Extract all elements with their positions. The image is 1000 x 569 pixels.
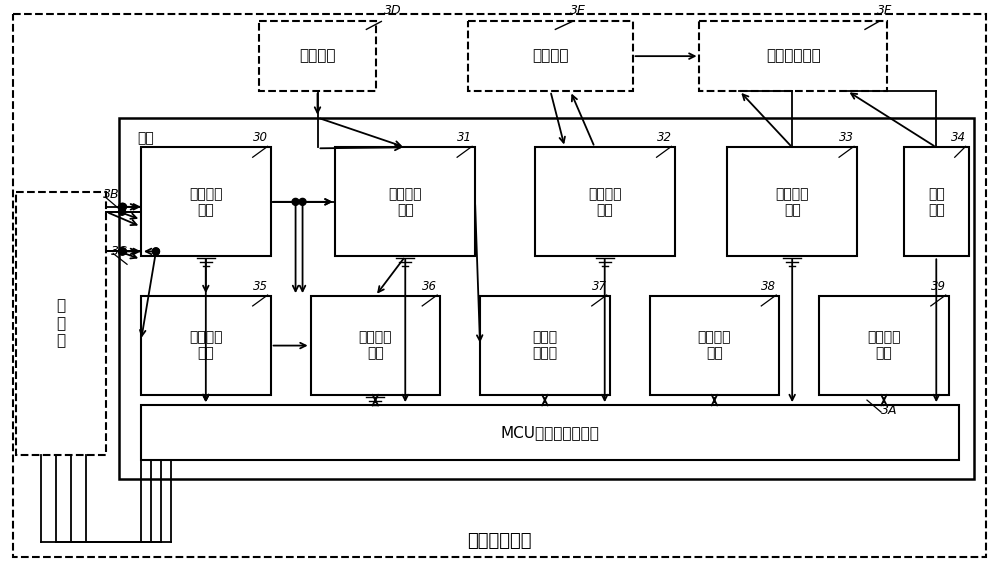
Circle shape xyxy=(119,248,126,255)
Bar xyxy=(699,22,887,91)
Bar xyxy=(119,118,974,480)
Text: 储能装置: 储能装置 xyxy=(532,48,569,64)
Bar xyxy=(904,147,969,257)
Text: 电流调制
模块: 电流调制 模块 xyxy=(359,331,392,361)
Text: 3A: 3A xyxy=(881,403,897,417)
Text: 3B: 3B xyxy=(103,188,120,201)
Text: 3E: 3E xyxy=(570,5,586,18)
Bar xyxy=(141,147,271,257)
Text: 可编程
存储器: 可编程 存储器 xyxy=(532,331,557,361)
Text: 36: 36 xyxy=(422,280,437,293)
Circle shape xyxy=(119,203,126,211)
Text: 复位
模块: 复位 模块 xyxy=(928,187,945,217)
Text: MCU（微控制单元）: MCU（微控制单元） xyxy=(500,425,599,440)
Text: 数码电子雷管: 数码电子雷管 xyxy=(467,532,532,550)
Text: 39: 39 xyxy=(931,280,946,293)
Circle shape xyxy=(292,199,299,205)
Text: 38: 38 xyxy=(761,280,776,293)
Text: 30: 30 xyxy=(253,131,268,145)
Circle shape xyxy=(120,203,127,211)
Bar xyxy=(480,296,610,395)
Text: 31: 31 xyxy=(457,131,472,145)
Text: 32: 32 xyxy=(657,131,672,145)
Circle shape xyxy=(120,248,127,255)
Circle shape xyxy=(152,248,159,255)
Text: 充电管理
模块: 充电管理 模块 xyxy=(588,187,621,217)
Text: 放电管理
模块: 放电管理 模块 xyxy=(775,187,809,217)
Text: 电源管理
模块: 电源管理 模块 xyxy=(389,187,422,217)
Text: 37: 37 xyxy=(592,280,607,293)
Text: 芯片: 芯片 xyxy=(137,131,154,146)
Bar xyxy=(727,147,857,257)
Bar xyxy=(535,147,675,257)
Bar xyxy=(335,147,475,257)
Text: 35: 35 xyxy=(253,280,268,293)
Bar xyxy=(650,296,779,395)
Text: 外部配置: 外部配置 xyxy=(299,48,336,64)
Circle shape xyxy=(152,248,159,255)
Bar xyxy=(819,296,949,395)
Text: 点火起爆装置: 点火起爆装置 xyxy=(766,48,821,64)
Circle shape xyxy=(119,208,126,215)
Text: 33: 33 xyxy=(839,131,854,145)
Text: 3F: 3F xyxy=(877,5,892,18)
Bar xyxy=(259,22,376,91)
Text: 起
爆
器: 起 爆 器 xyxy=(57,298,66,348)
Bar xyxy=(141,296,271,395)
Text: 电压检测
模块: 电压检测 模块 xyxy=(189,331,223,361)
Text: 3C: 3C xyxy=(111,245,128,258)
Circle shape xyxy=(119,248,126,255)
Bar xyxy=(468,22,633,91)
Text: 34: 34 xyxy=(951,131,966,145)
Bar xyxy=(141,405,959,460)
Text: 3D: 3D xyxy=(384,5,402,18)
Text: 全波整流
模块: 全波整流 模块 xyxy=(189,187,223,217)
Bar xyxy=(311,296,440,395)
Circle shape xyxy=(299,199,306,205)
Text: 状态检测
模块: 状态检测 模块 xyxy=(867,331,901,361)
Bar xyxy=(16,192,106,455)
Text: 片上时钟
模块: 片上时钟 模块 xyxy=(698,331,731,361)
